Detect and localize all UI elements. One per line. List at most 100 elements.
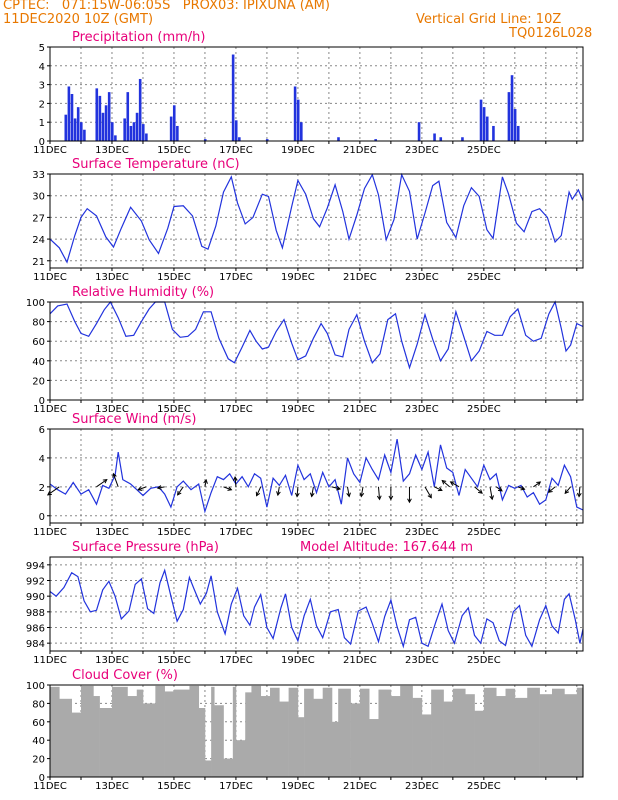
- wind-arrow-shaft: [489, 486, 493, 500]
- wind-arrow-head: [346, 492, 351, 498]
- cloud-bar: [539, 694, 553, 777]
- surface-pressure-ytick-label: 992: [26, 577, 45, 588]
- surface-wind-xtick-label: 17DEC: [219, 527, 253, 538]
- precipitation-ytick-label: 4: [39, 62, 45, 73]
- precip-bar: [492, 125, 495, 141]
- precip-bar: [101, 112, 105, 141]
- cloud-bar: [235, 740, 246, 777]
- cloud-bar: [564, 694, 578, 777]
- wind-arrow-head: [137, 486, 143, 491]
- model-code-label: TQ0126L028: [509, 26, 593, 41]
- cloud-cover-ytick-label: 100: [26, 681, 45, 692]
- relative-humidity-ytick-label: 100: [26, 298, 45, 309]
- cloud-bar: [505, 688, 516, 777]
- surface-temperature-xtick-label: 25DEC: [467, 272, 501, 283]
- cloud-cover-panel: 0 20 40 60 80 100 11DEC 13DEC 15DEC 17DEC 19DEC 21D…: [26, 668, 584, 792]
- precip-bar: [141, 124, 145, 141]
- cloud-bar: [80, 685, 94, 777]
- precip-bar: [107, 92, 111, 141]
- wind-arrow-shaft: [256, 486, 262, 496]
- precip-bar: [482, 107, 486, 141]
- precip-bar: [98, 95, 102, 141]
- cloud-bar: [155, 685, 165, 777]
- precipitation-ytick-label: 2: [39, 99, 45, 110]
- precip-bar: [64, 114, 68, 141]
- precip-bar: [145, 133, 148, 141]
- precip-bar: [123, 118, 126, 141]
- wind-arrow-head: [255, 491, 261, 497]
- wind-arrow: [441, 479, 451, 488]
- wind-arrow-shaft: [474, 486, 483, 494]
- cloud-bar: [111, 686, 128, 777]
- relative-humidity-ytick-label: 0: [39, 396, 45, 407]
- precip-bar: [73, 118, 77, 141]
- wind-arrow-head: [547, 488, 553, 493]
- wind-arrow: [137, 486, 147, 491]
- wind-arrow: [309, 486, 315, 498]
- cloud-cover-xtick-label: 15DEC: [157, 781, 191, 792]
- cloud-bar: [400, 685, 413, 777]
- precip-bar: [337, 137, 340, 141]
- wind-arrow: [331, 485, 342, 491]
- precipitation-xtick-label: 25DEC: [467, 145, 501, 156]
- surface-pressure-xtick-label: 13DEC: [95, 655, 129, 666]
- precip-bar: [172, 105, 176, 141]
- surface-wind-ytick-label: 6: [39, 425, 45, 436]
- cloud-cover-ytick-label: 40: [32, 736, 45, 747]
- cloud-bar: [214, 705, 224, 777]
- cloud-bar: [270, 687, 280, 777]
- cloud-bar: [245, 692, 252, 777]
- surface-pressure-xtick-label: 17DEC: [219, 655, 253, 666]
- cloud-cover-title: Cloud Cover (%): [72, 668, 178, 683]
- surface-temperature-xtick-label: 17DEC: [219, 272, 253, 283]
- surface-pressure-xtick-label: 11DEC: [33, 655, 67, 666]
- surface-pressure-ytick-label: 986: [26, 624, 45, 635]
- wind-arrow-shaft: [311, 486, 314, 497]
- cloud-bar: [173, 689, 190, 777]
- wind-arrow-head: [102, 479, 108, 484]
- surface-wind-xtick-label: 19DEC: [281, 527, 315, 538]
- precipitation-xtick-label: 19DEC: [281, 145, 315, 156]
- surface-wind-xtick-label: 15DEC: [157, 527, 191, 538]
- precip-bar: [433, 133, 436, 141]
- precipitation-xtick-label: 21DEC: [343, 145, 377, 156]
- cloud-bar: [99, 708, 113, 777]
- relative-humidity-title: Relative Humidity (%): [72, 285, 214, 300]
- wind-arrow-head: [576, 492, 582, 498]
- cloud-bar: [369, 719, 379, 777]
- wind-arrow-shaft: [564, 486, 571, 494]
- cloud-bar: [164, 691, 175, 777]
- precip-bar: [203, 139, 207, 141]
- relative-humidity-ytick-label: 40: [32, 357, 45, 368]
- run-date-label: 11DEC2020 10Z (GMT): [3, 12, 154, 27]
- relative-humidity-line: [49, 300, 584, 370]
- surface-temperature-ytick-label: 27: [32, 213, 45, 224]
- surface-wind-panel: 0 2 4 6 11DEC 13DEC 15DEC 17DEC 19DEC 21DEC 23DEC 2…: [33, 412, 584, 538]
- precip-bar: [169, 116, 173, 141]
- wind-arrow-shaft: [495, 486, 503, 492]
- wind-arrow-shaft: [137, 486, 147, 491]
- surface-temperature-frame: [49, 173, 584, 269]
- precip-bar: [76, 107, 80, 141]
- cloud-bar: [204, 760, 212, 777]
- cloud-bar: [127, 696, 138, 777]
- cloud-bar: [350, 703, 361, 777]
- precipitation-frame: [49, 46, 584, 142]
- wind-arrow: [376, 486, 382, 501]
- cloud-bar: [322, 687, 333, 777]
- relative-humidity-xtick-label: 11DEC: [33, 404, 67, 415]
- wind-arrow: [576, 486, 582, 498]
- surface-wind-ytick-label: 4: [39, 454, 45, 465]
- wind-arrow: [294, 486, 300, 498]
- surface-pressure-ytick-label: 990: [26, 592, 45, 603]
- wind-arrow-shaft: [578, 486, 581, 497]
- cloud-bar: [313, 698, 323, 777]
- surface-temperature-ytick-label: 24: [32, 235, 45, 246]
- wind-arrow-head: [536, 481, 542, 486]
- surface-pressure-panel: 984 986 988 990 992 994 11DEC 13DEC 15DEC 17DEC 19…: [26, 540, 584, 666]
- wind-arrow: [407, 486, 412, 504]
- surface-pressure-xtick-label: 23DEC: [405, 655, 439, 666]
- wind-arrow-head: [276, 491, 281, 497]
- wind-arrow: [474, 486, 483, 494]
- cloud-cover-xtick-label: 19DEC: [281, 781, 315, 792]
